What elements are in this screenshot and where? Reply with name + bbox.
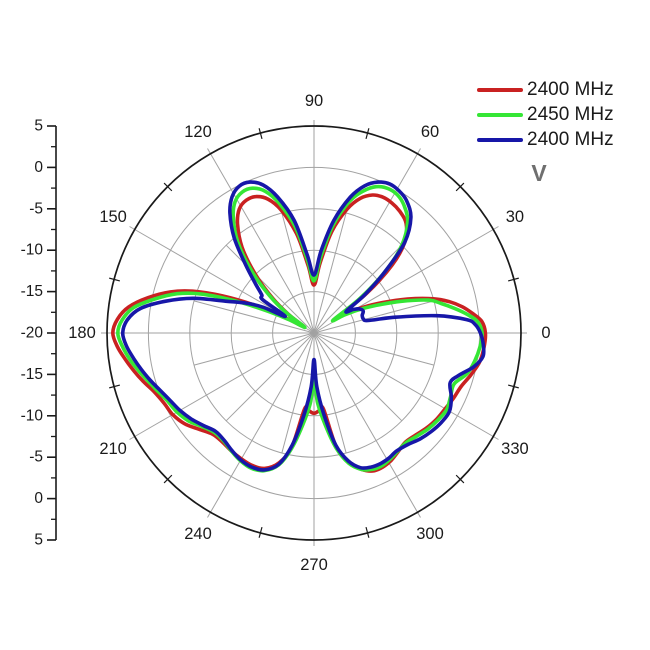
angular-tick-label: 300 xyxy=(416,525,444,543)
minor-spoke xyxy=(281,212,315,334)
angular-tick-label: 330 xyxy=(501,440,529,458)
radial-axis-tick-label: -15 xyxy=(21,283,43,300)
major-spoke xyxy=(207,148,315,334)
legend-item: 2400 MHz xyxy=(477,128,614,151)
legend-label: 2400 MHz xyxy=(527,128,614,150)
angular-tick-label: 240 xyxy=(184,525,212,543)
angular-tick-label: 120 xyxy=(184,123,212,141)
minor-spoke xyxy=(313,332,435,366)
minor-spoke xyxy=(313,332,347,454)
major-spoke xyxy=(207,332,315,518)
outer-circle xyxy=(106,125,522,541)
legend-swatch-green xyxy=(477,112,523,117)
radial-axis-tick-label: -20 xyxy=(21,325,44,342)
legend-item: 2400 MHz xyxy=(477,78,614,101)
angular-tick-label: 180 xyxy=(68,324,96,342)
minor-spoke xyxy=(313,212,347,334)
radial-axis-tick-label: -15 xyxy=(21,366,43,383)
minor-spoke xyxy=(313,300,435,334)
angular-tick-label: 0 xyxy=(541,324,550,342)
minor-spoke xyxy=(225,244,315,334)
legend-label: 2450 MHz xyxy=(527,103,614,125)
legend-item: 2450 MHz xyxy=(477,103,614,126)
angular-tick-label: 210 xyxy=(99,440,127,458)
angular-tick-label: 30 xyxy=(506,208,524,226)
radial-axis-tick-label: 0 xyxy=(34,490,43,507)
polarization-annotation: V xyxy=(531,160,547,186)
major-spoke xyxy=(129,332,315,440)
radial-axis-tick-label: 5 xyxy=(34,118,43,135)
major-spoke xyxy=(313,332,421,518)
radial-axis-tick-label: -5 xyxy=(29,200,43,217)
minor-spoke xyxy=(281,332,315,454)
radial-axis-tick-label: -10 xyxy=(21,407,44,424)
minor-spoke xyxy=(313,244,403,334)
legend-swatch-blue xyxy=(477,137,523,142)
series-curve-1 xyxy=(116,184,484,473)
angular-tick-label: 90 xyxy=(305,92,323,110)
angular-tick-label: 150 xyxy=(99,208,127,226)
minor-spoke xyxy=(193,332,315,366)
series-curve-2 xyxy=(120,180,486,472)
radial-axis-tick-label: -5 xyxy=(29,449,43,466)
angular-tick-label: 270 xyxy=(300,556,328,574)
legend: 2400 MHz 2450 MHz 2400 MHz xyxy=(477,78,614,151)
minor-spoke xyxy=(193,300,315,334)
major-spoke xyxy=(313,148,421,334)
angular-tick-label: 60 xyxy=(421,123,439,141)
major-spoke xyxy=(313,332,499,440)
radial-axis-tick-label: 5 xyxy=(34,532,43,549)
minor-spoke xyxy=(225,332,315,422)
radial-axis-tick-label: 0 xyxy=(34,159,43,176)
legend-label: 2400 MHz xyxy=(527,78,614,100)
radial-axis-tick-label: -10 xyxy=(21,242,44,259)
legend-swatch-red xyxy=(477,87,523,92)
minor-spoke xyxy=(313,332,403,422)
